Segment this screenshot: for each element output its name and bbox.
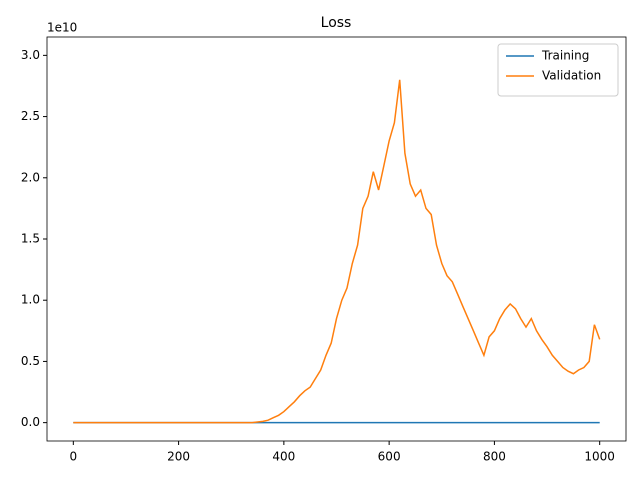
series-line	[73, 79, 601, 424]
x-tick-label: 200	[167, 450, 190, 464]
y-tick-label: 2.5	[21, 109, 40, 123]
y-tick-label: 0.5	[21, 354, 40, 368]
legend-label: Training	[541, 49, 589, 63]
x-tick-label: 1000	[584, 450, 615, 464]
x-tick-label: 0	[69, 450, 77, 464]
legend-box	[497, 43, 619, 97]
plot-frame	[46, 36, 627, 442]
y-tick-label: 1.0	[21, 293, 40, 307]
y-offset-label: 1e10	[47, 21, 77, 35]
x-tick-label: 800	[483, 450, 506, 464]
x-tick-label: 600	[378, 450, 401, 464]
chart-title: Loss	[321, 15, 352, 31]
legend-label: Validation	[542, 69, 601, 83]
y-tick-label: 2.0	[21, 170, 40, 184]
y-tick-label: 1.5	[21, 232, 40, 246]
x-tick-label: 400	[272, 450, 295, 464]
y-tick-label: 3.0	[21, 48, 40, 62]
y-tick-label: 0.0	[21, 415, 40, 429]
